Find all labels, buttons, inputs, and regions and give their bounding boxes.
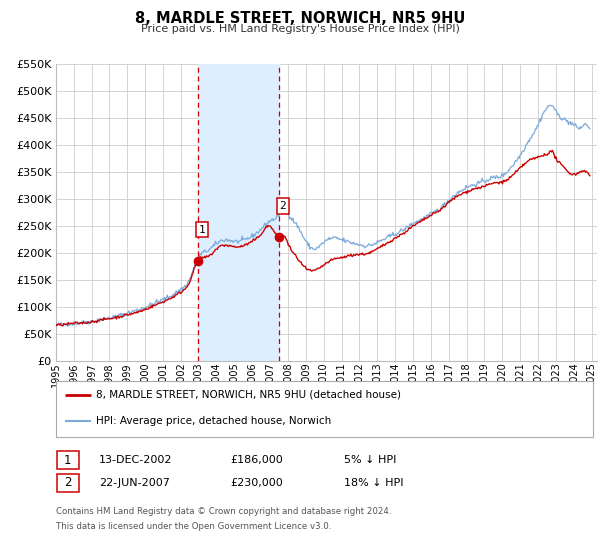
Bar [198, 64, 278, 361]
Text: 22-JUN-2007: 22-JUN-2007 [99, 478, 170, 488]
Text: £186,000: £186,000 [230, 455, 283, 465]
Text: This data is licensed under the Open Government Licence v3.0.: This data is licensed under the Open Gov… [56, 522, 331, 531]
Text: Contains HM Land Registry data © Crown copyright and database right 2024.: Contains HM Land Registry data © Crown c… [56, 507, 391, 516]
Text: 2: 2 [280, 201, 286, 211]
Text: 8, MARDLE STREET, NORWICH, NR5 9HU (detached house): 8, MARDLE STREET, NORWICH, NR5 9HU (deta… [96, 390, 401, 400]
Text: 1: 1 [64, 454, 71, 467]
Text: HPI: Average price, detached house, Norwich: HPI: Average price, detached house, Norw… [96, 416, 331, 426]
Text: 2: 2 [64, 476, 71, 489]
Text: 13-DEC-2002: 13-DEC-2002 [99, 455, 173, 465]
Text: Price paid vs. HM Land Registry's House Price Index (HPI): Price paid vs. HM Land Registry's House … [140, 24, 460, 34]
Text: 18% ↓ HPI: 18% ↓ HPI [344, 478, 403, 488]
Text: 5% ↓ HPI: 5% ↓ HPI [344, 455, 396, 465]
Text: £230,000: £230,000 [230, 478, 283, 488]
Text: 1: 1 [199, 225, 206, 235]
Text: 8, MARDLE STREET, NORWICH, NR5 9HU: 8, MARDLE STREET, NORWICH, NR5 9HU [135, 11, 465, 26]
